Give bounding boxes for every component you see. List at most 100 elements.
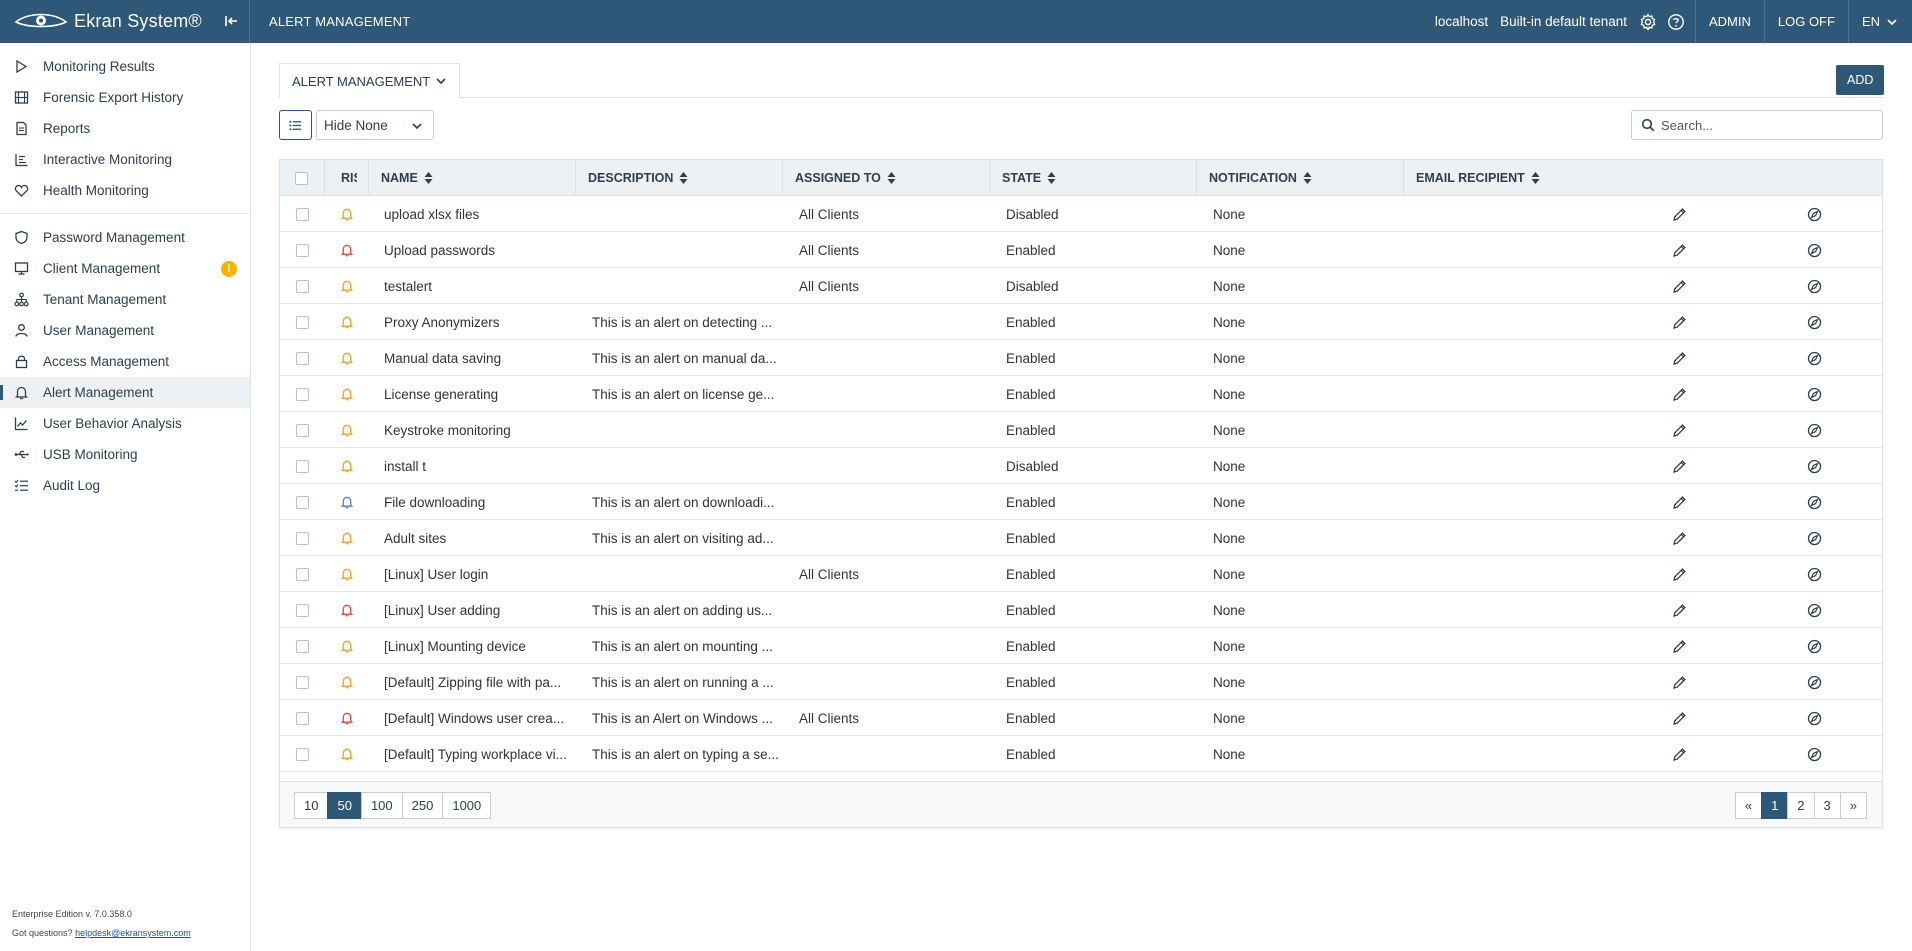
page-size-button[interactable]: 100 — [360, 792, 403, 819]
row-checkbox[interactable] — [296, 639, 309, 653]
page-button[interactable]: 3 — [1813, 792, 1841, 819]
sidebar-item-alert-management[interactable]: Alert Management — [0, 377, 250, 408]
sidebar-item-health-monitoring[interactable]: Health Monitoring — [0, 175, 250, 206]
compass-view-icon[interactable] — [1807, 711, 1822, 726]
sidebar-item-forensic-export-history[interactable]: Forensic Export History — [0, 82, 250, 113]
edit-pencil-icon[interactable] — [1672, 423, 1687, 438]
row-checkbox[interactable] — [296, 747, 309, 761]
row-checkbox[interactable] — [296, 675, 309, 689]
table-row[interactable]: [Linux] User login All Clients Enabled None — [280, 556, 1882, 592]
list-view-button[interactable] — [279, 110, 312, 140]
select-all-checkbox[interactable] — [295, 171, 308, 185]
col-description[interactable]: DESCRIPTION — [575, 160, 782, 196]
table-row[interactable]: Upload passwords All Clients Enabled None — [280, 232, 1882, 268]
col-assigned-to[interactable]: ASSIGNED TO — [782, 160, 989, 196]
help-icon[interactable] — [1667, 13, 1685, 31]
page-button[interactable]: 2 — [1787, 792, 1815, 819]
table-row[interactable]: [Default] Windows user crea... This is an… — [280, 700, 1882, 736]
language-select[interactable]: EN — [1847, 0, 1912, 43]
edit-pencil-icon[interactable] — [1672, 711, 1687, 726]
page-size-button[interactable]: 50 — [327, 792, 362, 819]
compass-view-icon[interactable] — [1807, 423, 1822, 438]
edit-pencil-icon[interactable] — [1672, 279, 1687, 294]
sidebar-item-user-management[interactable]: User Management — [0, 315, 250, 346]
collapse-sidebar-icon[interactable] — [223, 13, 239, 29]
table-row[interactable]: install t Disabled None — [280, 448, 1882, 484]
edit-pencil-icon[interactable] — [1672, 567, 1687, 582]
sidebar-item-user-behavior-analysis[interactable]: User Behavior Analysis — [0, 408, 250, 439]
table-row[interactable]: [Linux] Mounting device This is an alert … — [280, 628, 1882, 664]
sidebar-item-monitoring-results[interactable]: Monitoring Results — [0, 51, 250, 82]
row-checkbox[interactable] — [296, 459, 309, 473]
edit-pencil-icon[interactable] — [1672, 459, 1687, 474]
logoff-button[interactable]: LOG OFF — [1763, 0, 1848, 43]
compass-view-icon[interactable] — [1807, 495, 1822, 510]
row-checkbox[interactable] — [296, 495, 309, 509]
compass-view-icon[interactable] — [1807, 675, 1822, 690]
page-size-button[interactable]: 250 — [401, 792, 444, 819]
tenant-label[interactable]: Built-in default tenant — [1500, 14, 1627, 29]
col-name[interactable]: NAME — [368, 160, 575, 196]
gear-icon[interactable] — [1639, 12, 1657, 31]
col-state[interactable]: STATE — [989, 160, 1196, 196]
compass-view-icon[interactable] — [1807, 603, 1822, 618]
hide-filter-select[interactable]: Hide None — [316, 110, 434, 140]
sidebar-item-access-management[interactable]: Access Management — [0, 346, 250, 377]
compass-view-icon[interactable] — [1807, 747, 1822, 762]
table-row[interactable]: upload xlsx files All Clients Disabled None — [280, 196, 1882, 232]
edit-pencil-icon[interactable] — [1672, 387, 1687, 402]
col-notification[interactable]: NOTIFICATION — [1196, 160, 1403, 196]
col-risk[interactable]: RISK — [324, 160, 368, 196]
next-page-button[interactable]: » — [1839, 792, 1867, 819]
add-button[interactable]: ADD — [1836, 65, 1885, 95]
edit-pencil-icon[interactable] — [1672, 603, 1687, 618]
edit-pencil-icon[interactable] — [1672, 315, 1687, 330]
table-row[interactable]: Manual data saving This is an alert on ma… — [280, 340, 1882, 376]
edit-pencil-icon[interactable] — [1672, 639, 1687, 654]
sidebar-item-reports[interactable]: Reports — [0, 113, 250, 144]
compass-view-icon[interactable] — [1807, 567, 1822, 582]
compass-view-icon[interactable] — [1807, 459, 1822, 474]
row-checkbox[interactable] — [296, 243, 309, 257]
row-checkbox[interactable] — [296, 387, 309, 401]
table-row[interactable]: Proxy Anonymizers This is an alert on det… — [280, 304, 1882, 340]
table-row[interactable]: [Default] Typing workplace vi... This is … — [280, 736, 1882, 772]
row-checkbox[interactable] — [296, 423, 309, 437]
compass-view-icon[interactable] — [1807, 531, 1822, 546]
admin-menu[interactable]: ADMIN — [1694, 0, 1764, 43]
prev-page-button[interactable]: « — [1734, 792, 1763, 819]
edit-pencil-icon[interactable] — [1672, 351, 1687, 366]
table-row[interactable]: File downloading This is an alert on down… — [280, 484, 1882, 520]
sidebar-item-usb-monitoring[interactable]: USB Monitoring — [0, 439, 250, 470]
tab-alert-management[interactable]: ALERT MANAGEMENT — [279, 63, 461, 98]
table-row[interactable]: Keystroke monitoring Enabled None — [280, 412, 1882, 448]
page-size-button[interactable]: 10 — [294, 792, 329, 819]
compass-view-icon[interactable] — [1807, 351, 1822, 366]
sidebar-item-tenant-management[interactable]: Tenant Management — [0, 284, 250, 315]
compass-view-icon[interactable] — [1807, 279, 1822, 294]
compass-view-icon[interactable] — [1807, 639, 1822, 654]
sidebar-item-audit-log[interactable]: Audit Log — [0, 470, 250, 501]
edit-pencil-icon[interactable] — [1672, 531, 1687, 546]
edit-pencil-icon[interactable] — [1672, 675, 1687, 690]
row-checkbox[interactable] — [296, 207, 309, 221]
compass-view-icon[interactable] — [1807, 243, 1822, 258]
row-checkbox[interactable] — [296, 351, 309, 365]
row-checkbox[interactable] — [296, 279, 309, 293]
edit-pencil-icon[interactable] — [1672, 495, 1687, 510]
compass-view-icon[interactable] — [1807, 207, 1822, 222]
page-size-button[interactable]: 1000 — [442, 792, 492, 819]
row-checkbox[interactable] — [296, 531, 309, 545]
edit-pencil-icon[interactable] — [1672, 207, 1687, 222]
table-row[interactable]: [Linux] User adding This is an alert on a… — [280, 592, 1882, 628]
row-checkbox[interactable] — [296, 315, 309, 329]
helpdesk-email-link[interactable]: helpdesk@ekransystem.com — [75, 928, 191, 938]
compass-view-icon[interactable] — [1807, 387, 1822, 402]
sidebar-item-interactive-monitoring[interactable]: Interactive Monitoring — [0, 144, 250, 175]
table-row[interactable]: [Default] Zipping file with pa... This is… — [280, 664, 1882, 700]
search-input[interactable] — [1661, 117, 1881, 133]
col-email-recipient[interactable]: EMAIL RECIPIENT — [1403, 160, 1882, 196]
row-checkbox[interactable] — [296, 567, 309, 581]
edit-pencil-icon[interactable] — [1672, 747, 1687, 762]
row-checkbox[interactable] — [296, 603, 309, 617]
